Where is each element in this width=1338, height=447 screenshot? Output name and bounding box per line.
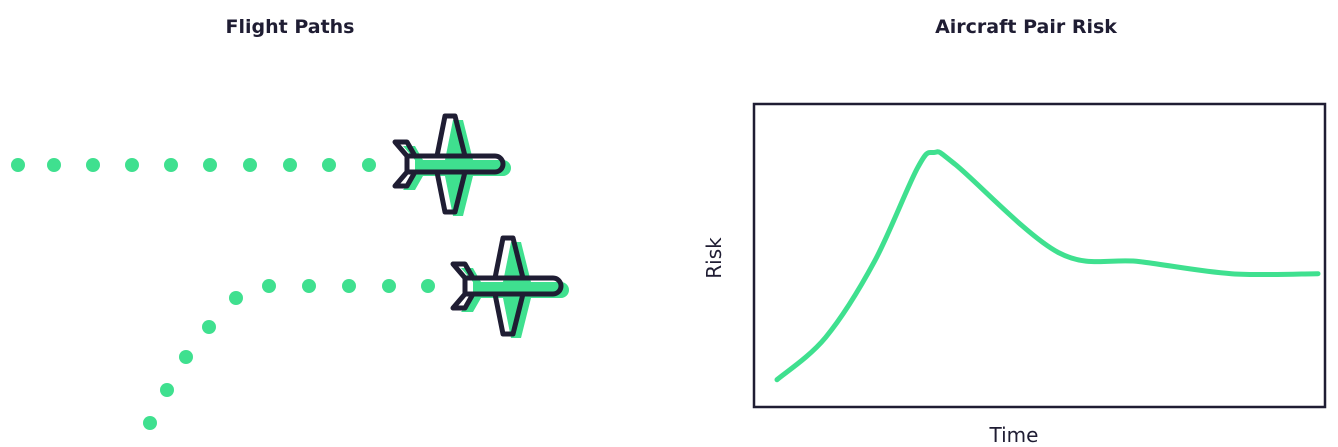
path-dot [262,279,276,293]
flight-paths-title: Flight Paths [225,16,355,38]
path-dot [243,158,257,172]
path-dot [342,279,356,293]
path-dot [86,158,100,172]
path-dot [421,279,435,293]
path-dot [160,383,174,397]
y-axis-label: Risk [702,237,726,279]
path-dot [362,158,376,172]
path-dot [203,158,217,172]
path-dot [143,416,157,430]
x-axis-label: Time [989,423,1039,447]
path-dot [283,158,297,172]
path-dot [382,279,396,293]
flight-path-bottom [143,279,435,430]
path-dot [11,158,25,172]
path-dot [229,291,243,305]
flight-path-top [11,158,376,172]
path-dot [179,350,193,364]
path-dot [125,158,139,172]
airplane-icon [392,113,511,216]
airplane-icon [450,235,569,338]
path-dot [322,158,336,172]
risk-series-line [774,149,1321,383]
chart-frame [752,102,1327,409]
aircraft-pair-risk-title: Aircraft Pair Risk [935,16,1117,38]
path-dot [202,320,216,334]
path-dot [302,279,316,293]
path-dot [47,158,61,172]
path-dot [164,158,178,172]
